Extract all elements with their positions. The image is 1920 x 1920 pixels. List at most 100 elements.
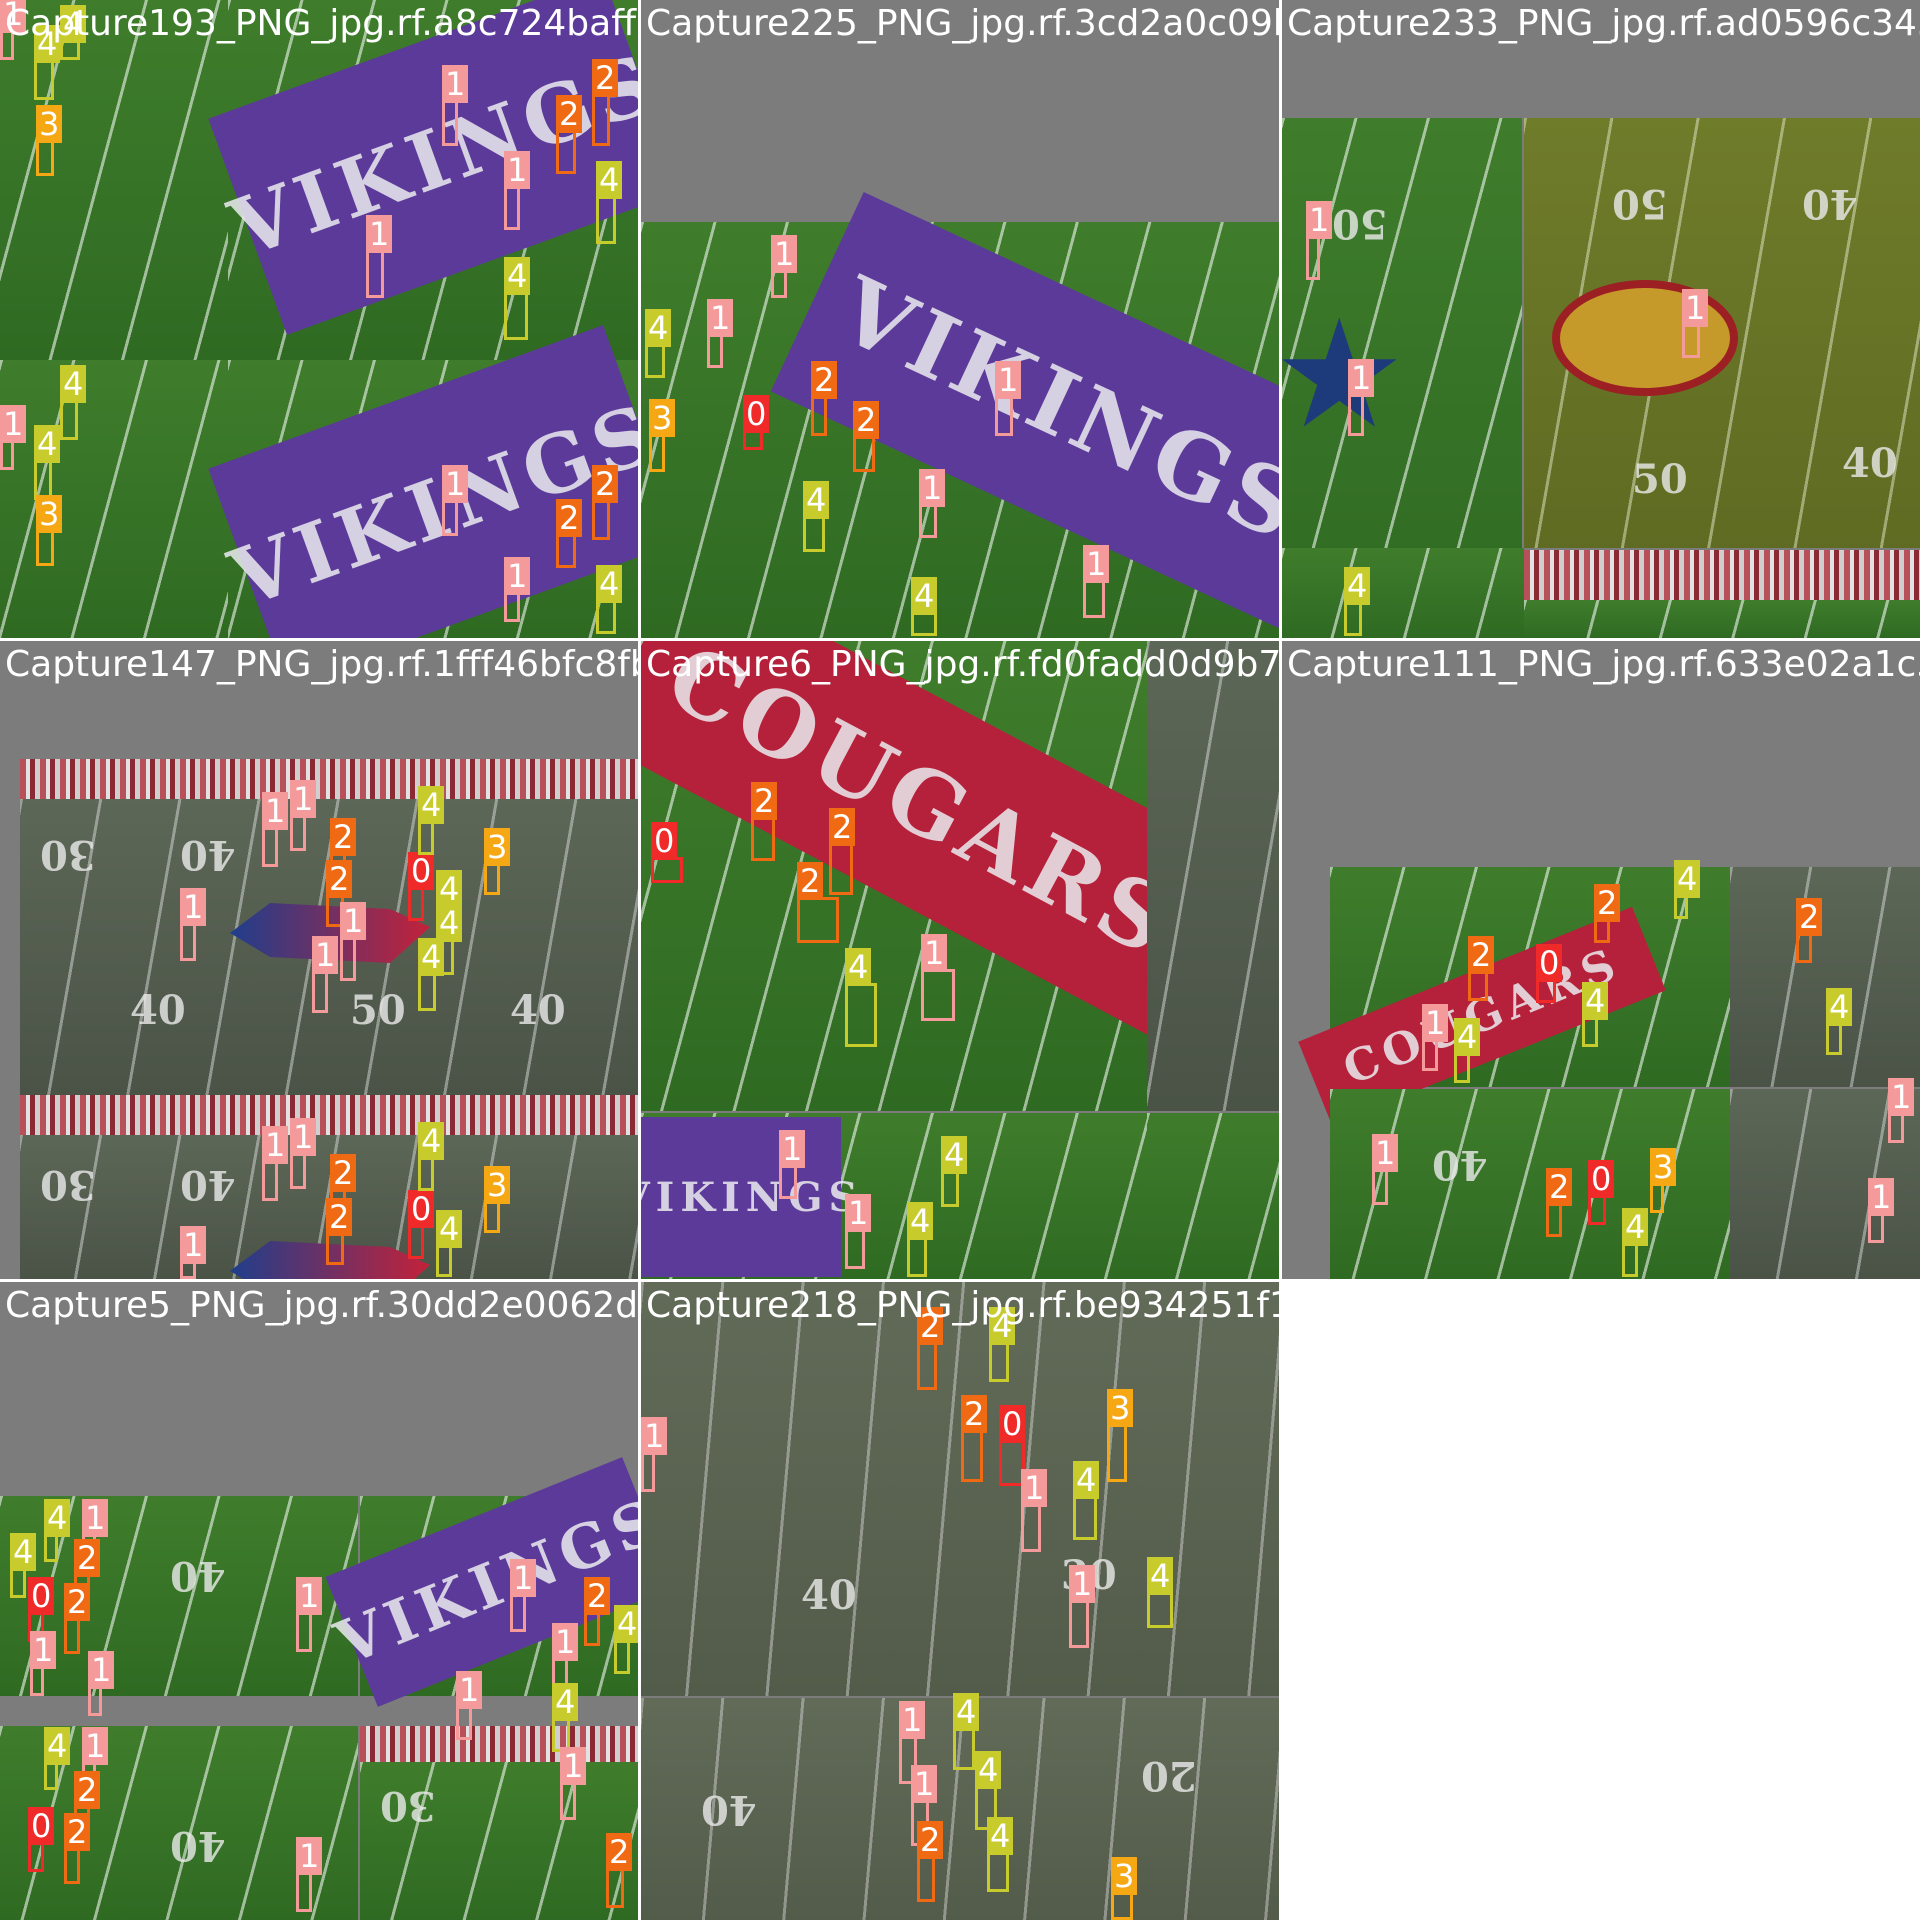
detection-box: 4 xyxy=(10,1533,37,1598)
detection-box: 4 xyxy=(436,870,463,941)
box-label: 2 xyxy=(64,1813,91,1851)
box-label: 4 xyxy=(987,1817,1014,1855)
box-label: 4 xyxy=(907,1202,934,1240)
box-label: 3 xyxy=(1107,1389,1134,1427)
detection-box: 4 xyxy=(953,1693,980,1770)
field-image xyxy=(1282,548,1524,638)
detection-box: 1 xyxy=(290,1118,317,1189)
box-label: 0 xyxy=(999,1405,1026,1443)
box-label: 1 xyxy=(366,215,393,253)
detection-box: 1 xyxy=(456,1671,483,1740)
detection-box: 1 xyxy=(262,792,289,867)
box-label: 4 xyxy=(1582,982,1609,1020)
detection-box: 1 xyxy=(995,361,1022,436)
yard-numeral: 50 xyxy=(1632,456,1688,503)
detection-box: 4 xyxy=(60,365,87,440)
box-label: 4 xyxy=(60,5,87,43)
yard-numeral: 30 xyxy=(40,1161,96,1208)
detection-box: 1 xyxy=(1422,1004,1449,1071)
box-label: 2 xyxy=(751,782,778,820)
box-label: 4 xyxy=(436,904,463,942)
detection-box: 1 xyxy=(312,936,339,1013)
box-label: 0 xyxy=(651,822,678,860)
detection-box: 1 xyxy=(919,469,946,538)
box-label: 2 xyxy=(556,499,583,537)
box-label: 1 xyxy=(290,1118,317,1156)
detection-box: 4 xyxy=(803,481,830,552)
box-label: 1 xyxy=(1083,545,1110,583)
detection-box: 2 xyxy=(1796,898,1823,963)
box-label: 3 xyxy=(1111,1857,1138,1895)
detection-box: 1 xyxy=(366,215,393,298)
box-label: 1 xyxy=(911,1765,938,1803)
box-label: 0 xyxy=(28,1807,55,1845)
box-label: 1 xyxy=(0,405,27,443)
box-label: 1 xyxy=(919,469,946,507)
detection-box: 1 xyxy=(180,888,207,961)
box-label: 4 xyxy=(1454,1018,1481,1056)
tile-caption: Capture147_PNG_jpg.rf.1fff46bfc8fb0e0435 xyxy=(5,644,638,685)
detection-box: 2 xyxy=(556,95,583,174)
yard-numeral: 30 xyxy=(40,831,96,878)
box-label: 2 xyxy=(556,95,583,133)
detection-box: 2 xyxy=(1546,1168,1573,1237)
tile-caption: Capture111_PNG_jpg.rf.633e02a1c5f xyxy=(1287,644,1920,685)
detection-box: 4 xyxy=(596,161,623,244)
star-logo: ★ xyxy=(1282,288,1407,462)
detection-box: 4 xyxy=(975,1751,1002,1830)
detection-box: 2 xyxy=(584,1577,611,1646)
box-label: 2 xyxy=(1796,898,1823,936)
box-label: 4 xyxy=(953,1693,980,1731)
box-label: 4 xyxy=(845,948,872,986)
detection-box: 2 xyxy=(917,1821,944,1902)
box-label: 3 xyxy=(484,1166,511,1204)
detection-box: 4 xyxy=(60,5,87,60)
box-label: 1 xyxy=(771,235,798,273)
tile-capture111: COUGARS 40 Capture111_PNG_jpg.rf.633e02a… xyxy=(1282,641,1920,1279)
box-label: 1 xyxy=(296,1577,323,1615)
detection-box: 1 xyxy=(442,465,469,536)
detection-box: 3 xyxy=(1111,1857,1138,1920)
box-label: 1 xyxy=(1069,1565,1096,1603)
box-label: 1 xyxy=(88,1651,115,1689)
detection-box: 2 xyxy=(592,465,619,540)
box-label: 1 xyxy=(504,557,531,595)
detection-box: 4 xyxy=(1826,988,1853,1055)
detection-box: 1 xyxy=(771,235,798,298)
detection-box: 3 xyxy=(36,105,63,176)
box-label: 4 xyxy=(803,481,830,519)
detection-box: 2 xyxy=(326,1198,353,1265)
detection-box: 1 xyxy=(1069,1565,1096,1648)
detection-box: 1 xyxy=(504,151,531,230)
detection-box: 1 xyxy=(0,405,27,470)
box-label: 2 xyxy=(74,1539,101,1577)
box-label: 2 xyxy=(330,818,357,856)
box-label: 2 xyxy=(584,1577,611,1615)
detection-box: 2 xyxy=(751,782,778,861)
box-label: 4 xyxy=(418,786,445,824)
box-label: 2 xyxy=(64,1583,91,1621)
tile-caption: Capture233_PNG_jpg.rf.ad0596c3452 xyxy=(1287,3,1920,44)
box-label: 4 xyxy=(1073,1461,1100,1499)
box-label: 1 xyxy=(262,1126,289,1164)
yard-numeral: 40 xyxy=(801,1572,857,1619)
box-label: 4 xyxy=(552,1683,579,1721)
field-image xyxy=(1524,600,1920,638)
detection-box: 1 xyxy=(707,299,734,368)
detection-box: 3 xyxy=(1650,1148,1677,1213)
box-label: 1 xyxy=(1372,1134,1399,1172)
detection-box: 4 xyxy=(436,1210,463,1277)
box-label: 1 xyxy=(262,792,289,830)
tile-caption: Capture6_PNG_jpg.rf.fd0fadd0d9b730ae9be xyxy=(646,644,1279,685)
detection-box: 1 xyxy=(442,65,469,146)
box-label: 2 xyxy=(326,1198,353,1236)
yard-numeral: 40 xyxy=(180,831,236,878)
detection-box: 2 xyxy=(811,361,838,436)
detection-box: 1 xyxy=(510,1559,537,1632)
detection-box: 4 xyxy=(1622,1208,1649,1277)
detection-box: 2 xyxy=(556,499,583,568)
detection-box: 1 xyxy=(1306,201,1333,280)
box-label: 4 xyxy=(418,1122,445,1160)
box-label: 1 xyxy=(340,902,367,940)
detection-box: 1 xyxy=(552,1623,579,1692)
